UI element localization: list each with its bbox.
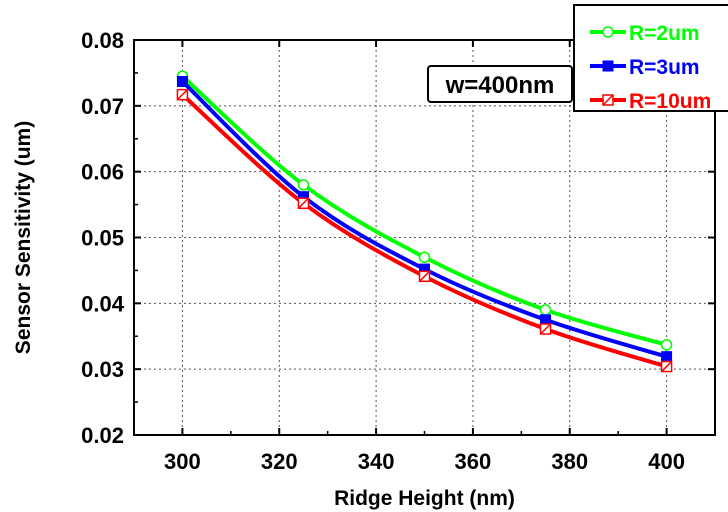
data-point-legend-1	[602, 26, 614, 38]
data-point-1	[297, 179, 310, 191]
x-tick-label: 360	[455, 449, 492, 474]
y-tick-label: 0.07	[81, 94, 124, 119]
x-tick-label: 380	[551, 449, 588, 474]
data-point-3	[297, 197, 310, 210]
x-axis-label: Ridge Height (nm)	[334, 487, 515, 510]
legend-frame	[573, 4, 728, 112]
x-tick-label: 400	[648, 449, 685, 474]
legend-label: R=3um	[629, 56, 700, 79]
y-axis-label: Sensor Sensitivity (um)	[12, 121, 35, 354]
data-point-1	[660, 339, 673, 351]
axis-tick-labels: 300 320 340 360 380 400 0.02 0.03 0.04 0.05 0.06 0.…	[81, 28, 685, 474]
legend: R=2um R=3um R=10um	[573, 4, 728, 113]
y-tick-label: 0.02	[81, 423, 124, 448]
data-point-3	[539, 323, 552, 335]
data-point-2	[661, 351, 673, 363]
data-point-1	[418, 251, 431, 263]
annotation-frame	[427, 65, 573, 103]
y-tick-label: 0.03	[81, 357, 124, 382]
y-tick-label: 0.08	[81, 28, 124, 53]
x-tick-label: 320	[261, 449, 298, 474]
series-markers	[176, 70, 673, 373]
x-tick-label: 300	[164, 449, 201, 474]
y-tick-label: 0.04	[81, 291, 125, 316]
data-point-1	[539, 304, 552, 316]
data-point-legend-3	[602, 94, 614, 106]
annotation-text: w=400nm	[445, 72, 555, 99]
data-point-legend-2	[602, 60, 614, 72]
annotation-box: w=400nm	[427, 65, 573, 103]
data-point-2	[176, 75, 188, 87]
y-tick-label: 0.05	[81, 226, 124, 251]
data-point-3	[660, 360, 673, 373]
axis-ticks	[134, 39, 715, 436]
data-point-3	[418, 270, 431, 283]
y-tick-label: 0.06	[81, 160, 124, 185]
legend-label: R=10um	[629, 90, 711, 113]
legend-label: R=2um	[629, 22, 700, 45]
x-tick-label: 340	[358, 449, 395, 474]
data-point-3	[176, 88, 189, 101]
